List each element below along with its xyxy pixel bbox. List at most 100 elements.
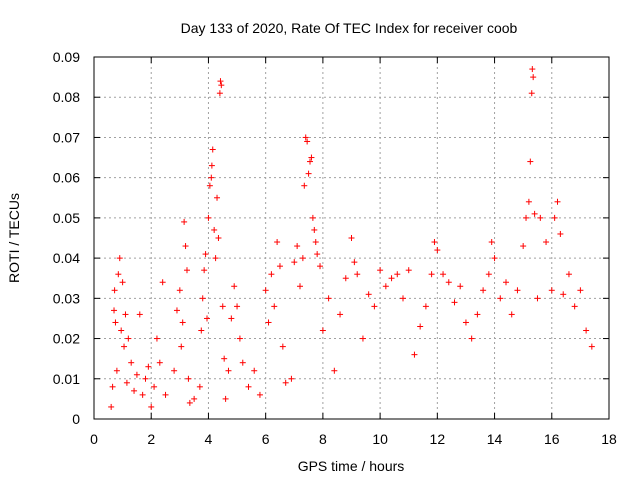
data-point [311,226,318,233]
data-point [577,287,584,294]
y-tick-label: 0.07 [53,129,80,145]
data-point [342,275,349,282]
x-tick-label: 4 [205,431,213,447]
data-point [211,226,218,233]
data-point [256,391,263,398]
data-point [307,158,314,165]
data-point [128,359,135,366]
data-point [351,259,358,266]
y-tick-label: 0.03 [53,290,80,306]
data-point [554,198,561,205]
data-point [417,323,424,330]
data-point [282,379,289,386]
data-point [159,279,166,286]
data-point [523,214,530,221]
data-point [312,239,319,246]
data-point [571,303,578,310]
data-point [304,138,311,145]
data-point [274,239,281,246]
data-point [239,359,246,366]
data-point [325,295,332,302]
data-point [530,74,537,81]
data-point [208,174,215,181]
data-point [302,134,309,141]
data-point [216,90,223,97]
data-point [525,198,532,205]
data-point [297,283,303,290]
data-point [205,214,212,221]
x-tick-label: 12 [430,431,446,447]
data-point [551,214,558,221]
data-point [508,311,515,318]
data-point [116,255,123,262]
data-point [288,375,295,382]
data-point [209,146,216,153]
x-tick-label: 8 [319,431,327,447]
x-tick-label: 14 [487,431,503,447]
data-point [462,319,469,326]
data-point [451,299,458,306]
data-point [365,291,372,298]
data-point [215,235,222,241]
data-point [457,283,464,290]
y-tick-label: 0.08 [53,89,80,105]
x-axis-label: GPS time / hours [298,458,405,474]
data-point [206,182,213,189]
data-point [118,327,125,334]
data-point [221,355,228,362]
data-point [236,335,243,342]
y-tick-label: 0 [72,411,80,427]
data-point [217,78,224,85]
data-point [186,399,193,406]
data-point [440,271,447,278]
data-point [503,279,509,286]
data-point [136,311,143,318]
data-point [225,367,232,374]
data-point [208,162,215,169]
data-point [309,214,316,221]
data-point [262,287,269,294]
data-point [113,367,120,374]
data-point [123,379,130,386]
data-point [115,271,122,278]
data-point [142,375,149,382]
data-point [222,395,229,402]
data-point [148,403,155,410]
data-point [331,367,338,374]
data-point [560,291,567,298]
x-tick-label: 0 [90,431,98,447]
data-point [162,391,169,398]
scatter-points [108,66,595,410]
data-point [291,259,298,266]
data-point [228,315,235,322]
y-tick-label: 0.04 [53,250,80,266]
data-point [111,307,118,314]
data-point [527,158,534,165]
data-point [528,90,535,97]
data-point [445,279,452,286]
x-tick-label: 6 [262,431,270,447]
data-point [543,239,550,246]
data-point [405,267,412,274]
data-point [181,218,188,225]
data-point [485,271,492,278]
data-point [178,343,185,350]
data-point [176,287,183,294]
data-point [251,367,258,374]
data-point [265,319,272,326]
y-tick-label: 0.09 [53,49,80,65]
data-point [151,383,158,390]
data-point [354,271,361,278]
data-point [557,230,564,237]
data-point [122,311,129,318]
x-tick-label: 10 [372,431,388,447]
data-point [108,403,115,410]
data-point [308,154,315,161]
data-point [314,251,321,258]
data-point [299,255,306,262]
data-point [276,263,283,270]
data-point [121,343,128,350]
data-point [153,335,160,342]
data-point [139,391,146,398]
chart-title: Day 133 of 2020, Rate Of TEC Index for r… [181,20,518,36]
